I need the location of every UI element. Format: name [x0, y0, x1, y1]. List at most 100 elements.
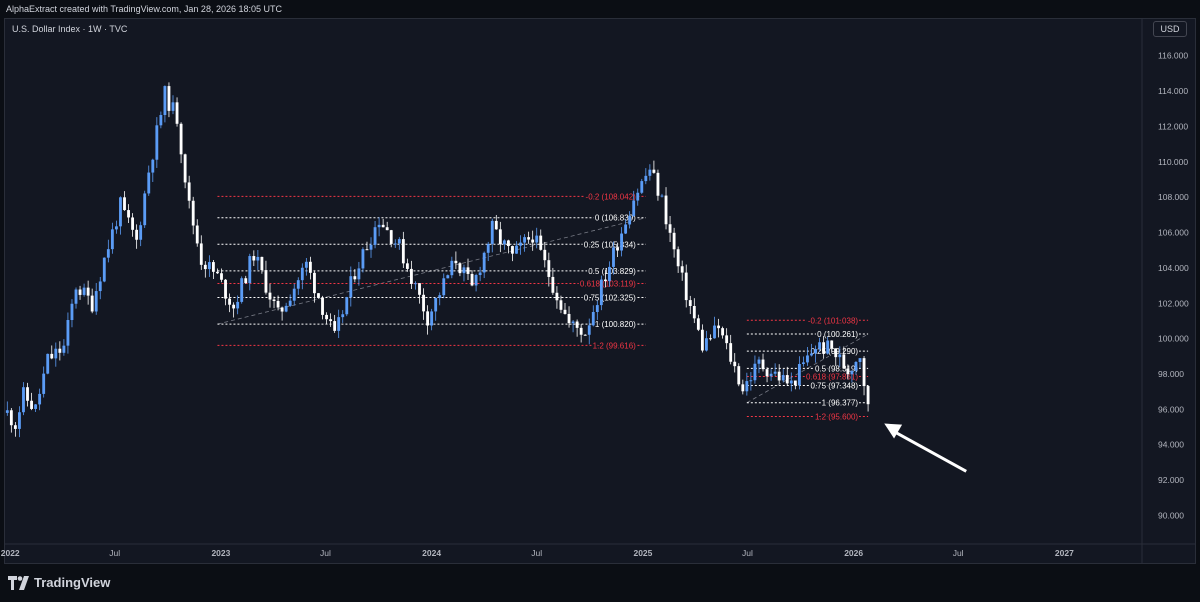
candle-body: [757, 359, 761, 364]
candle-body: [583, 334, 587, 336]
time-tick-label: 2023: [211, 548, 230, 558]
candle-body: [502, 240, 506, 245]
candle-body: [405, 263, 409, 269]
candle-body: [26, 387, 29, 401]
price-tick-label: 112.000: [1158, 121, 1188, 131]
candle-body: [203, 264, 207, 270]
candle-body: [834, 348, 838, 358]
candle-body: [773, 371, 777, 374]
candle-body: [123, 197, 126, 211]
candle-body: [240, 278, 244, 302]
candle-body: [725, 335, 729, 344]
candle-body: [511, 246, 514, 254]
fib-level-label: -0.2 (101.038): [808, 316, 859, 325]
fib-level-label: 0.618 (103.119): [580, 279, 636, 288]
price-tick-label: 98.000: [1158, 369, 1184, 379]
candle-body: [317, 293, 320, 298]
candle-body: [82, 287, 86, 295]
candle-body: [490, 220, 494, 244]
candle-body: [381, 224, 385, 228]
time-tick-label: Jul: [320, 548, 331, 558]
candle-body: [862, 358, 866, 387]
fib-retracements[interactable]: -0.2 (108.042) 0 (106.839) 0.25 (105.334) 0…: [217, 191, 869, 423]
candle-body: [547, 260, 551, 277]
candle-body: [426, 311, 430, 326]
annotations: [884, 423, 967, 473]
candle-body: [664, 195, 668, 225]
candle-body: [595, 305, 599, 313]
candle-body: [450, 260, 454, 276]
candle-body: [131, 217, 135, 230]
candle-body: [684, 272, 688, 301]
candle-body: [761, 359, 765, 370]
candle-body: [110, 229, 114, 250]
candle-body: [187, 182, 191, 201]
symbol-title[interactable]: U.S. Dollar Index · 1W · TVC: [12, 24, 128, 34]
candle-body: [377, 224, 381, 228]
time-tick-label: Jul: [109, 548, 120, 558]
candle-body: [90, 295, 94, 312]
price-axis[interactable]: 90.000 92.000 94.000 96.000 98.000 100.000 102…: [1141, 19, 1189, 563]
candle-body: [830, 340, 834, 349]
candle-body: [280, 307, 284, 312]
candle-body: [115, 226, 118, 230]
candle-body: [147, 172, 151, 194]
candle-body: [13, 425, 17, 429]
candle-body: [151, 159, 155, 173]
time-tick-label: Jul: [531, 548, 542, 558]
candle-body: [50, 353, 54, 359]
candle-body: [478, 272, 482, 276]
candle-body: [737, 366, 741, 385]
candle-body: [18, 412, 21, 429]
candle-body: [341, 314, 345, 318]
candle-body: [288, 300, 292, 306]
candle-body: [527, 237, 531, 240]
candle-body: [446, 275, 450, 279]
candle-body: [410, 268, 413, 284]
candle-body: [333, 321, 337, 331]
candle-body: [515, 245, 518, 254]
footer-bar: [0, 564, 1200, 602]
price-tick-label: 92.000: [1158, 475, 1184, 485]
arrow-head: [884, 423, 903, 439]
candle-body: [365, 249, 369, 251]
candle-body: [74, 289, 78, 304]
arrow-shaft: [891, 429, 967, 473]
candle-body: [729, 343, 733, 362]
candle-body: [531, 239, 535, 243]
candle-body: [721, 328, 725, 336]
candle-body: [486, 243, 490, 253]
candle-body: [414, 283, 417, 285]
candle-body: [603, 279, 607, 282]
candle-body: [300, 267, 304, 281]
attribution-bar: AlphaExtract created with TradingView.co…: [0, 0, 1200, 18]
currency-button[interactable]: USD: [1153, 21, 1187, 37]
candle-body: [466, 267, 470, 274]
candle-body: [349, 276, 353, 298]
price-tick-label: 100.000: [1158, 334, 1189, 344]
candle-body: [127, 210, 130, 218]
candle-body: [454, 260, 458, 264]
candle-body: [106, 249, 110, 258]
candle-body: [98, 281, 102, 292]
candle-body: [284, 305, 288, 312]
candle-body: [9, 410, 13, 426]
candle-body: [713, 325, 716, 339]
candle-body: [308, 261, 312, 273]
candle-body: [159, 115, 163, 126]
price-tick-label: 104.000: [1158, 263, 1189, 273]
candle-body: [797, 363, 801, 386]
candle-body: [692, 306, 696, 319]
time-axis[interactable]: 2022 Jul 2023 Jul 2024 Jul 2025 Jul 2026 Jul 2027: [1, 543, 1195, 558]
candle-body: [430, 311, 434, 326]
candle-body: [733, 361, 737, 367]
candle-body: [119, 197, 122, 227]
price-tick-label: 94.000: [1158, 440, 1184, 450]
tradingview-logo[interactable]: TradingView: [8, 575, 110, 590]
candle-body: [78, 289, 82, 295]
candle-body: [34, 404, 38, 409]
candle-body: [167, 86, 171, 111]
candle-body: [373, 227, 377, 245]
candle-body: [385, 227, 389, 231]
